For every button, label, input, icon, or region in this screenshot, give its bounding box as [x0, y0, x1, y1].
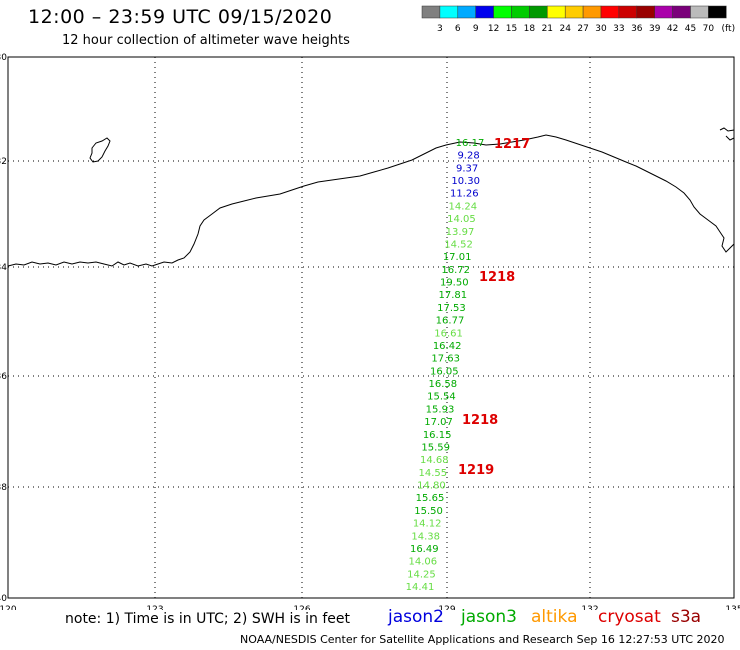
legend-label: 39: [649, 24, 661, 34]
swh-value: 16.61: [434, 328, 463, 339]
longitude-label: 132: [581, 605, 598, 610]
map-subtitle: 12 hour collection of altimeter wave hei…: [62, 33, 350, 48]
swh-value: 16.17: [456, 138, 485, 149]
swh-measurements: 16.179.289.3710.3011.2614.2414.0513.9714…: [406, 138, 485, 593]
satellite-s3a: s3a: [671, 607, 702, 627]
swh-value: 15.54: [427, 392, 456, 403]
swh-value: 16.49: [410, 544, 439, 555]
pass-number-label: 1218: [479, 270, 515, 285]
legend-label: 33: [613, 24, 624, 34]
wave-height-color-legend: 3 6 9 12 15 18 21 24 27 30 33 36 39 42 45 70 (ft): [421, 5, 736, 34]
satellite-altika: altika: [531, 607, 578, 627]
longitude-label: 129: [438, 605, 455, 610]
legend-label: 12: [488, 24, 499, 34]
altimeter-map: 120 123 126 129 132 135 -30 -32 -34 -36 -38 -40 16…: [0, 53, 740, 610]
swh-value: 15.93: [426, 404, 455, 415]
longitude-label: 123: [146, 605, 163, 610]
swh-value: 13.97: [446, 227, 475, 238]
satellite-jason3: jason3: [461, 607, 517, 627]
map-title: 12:00 – 23:59 UTC 09/15/2020: [28, 6, 333, 28]
legend-label: 70: [703, 24, 715, 34]
swh-value: 14.12: [413, 519, 442, 530]
pass-number-label: 1217: [494, 137, 530, 152]
swh-value: 9.28: [457, 151, 479, 162]
swh-value: 19.50: [440, 278, 469, 289]
graticule: [8, 57, 734, 598]
swh-value: 14.06: [409, 557, 438, 568]
swh-value: 15.59: [421, 442, 450, 453]
longitude-label: 126: [293, 605, 310, 610]
swh-value: 15.50: [414, 506, 443, 517]
swh-value: 14.25: [407, 569, 436, 580]
swh-value: 14.68: [420, 455, 449, 466]
swh-value: 16.72: [441, 265, 470, 276]
recherche-island: [89, 137, 111, 163]
longitude-labels: 120 123 126 129 132 135: [0, 605, 740, 610]
swh-value: 14.80: [417, 481, 446, 492]
legend-label: 9: [473, 24, 479, 34]
pass-labels: 1217 1218 1218 1219: [458, 137, 530, 478]
swh-value: 14.52: [444, 239, 473, 250]
swh-value: 16.58: [429, 379, 458, 390]
satellite-cryosat: cryosat: [598, 607, 661, 627]
swh-value: 10.30: [451, 176, 480, 187]
legend-label: 42: [667, 24, 678, 34]
latitude-label: -32: [0, 157, 7, 167]
latitude-label: -40: [0, 594, 7, 604]
legend-label: 24: [559, 24, 571, 34]
legend-label: 15: [506, 24, 517, 34]
swh-value: 16.42: [433, 341, 462, 352]
pass-number-label: 1218: [462, 413, 498, 428]
swh-value: 17.63: [431, 354, 460, 365]
swh-value: 11.26: [450, 189, 479, 200]
latitude-label: -34: [0, 263, 7, 273]
legend-label: 27: [577, 24, 588, 34]
legend-unit: (ft): [722, 24, 736, 34]
swh-value: 17.01: [443, 252, 472, 263]
swh-value: 16.15: [423, 430, 452, 441]
swh-value: 14.38: [411, 531, 440, 542]
latitude-labels: -30 -32 -34 -36 -38 -40: [0, 53, 7, 604]
swh-value: 17.81: [439, 290, 468, 301]
legend-label: 18: [524, 24, 536, 34]
swh-value: 16.77: [436, 316, 465, 327]
kangaroo-island-coast: [719, 127, 735, 141]
latitude-label: -30: [0, 53, 7, 63]
swh-value: 14.55: [419, 468, 448, 479]
swh-value: 9.37: [456, 163, 478, 174]
longitude-label: 120: [0, 605, 17, 610]
legend-label: 21: [542, 24, 553, 34]
map-frame: [7, 56, 735, 599]
credit-line: NOAA/NESDIS Center for Satellite Applica…: [240, 633, 725, 646]
coastline: [7, 134, 735, 267]
swh-value: 14.05: [447, 214, 476, 225]
legend-label: 30: [595, 24, 607, 34]
swh-value: 17.53: [437, 303, 466, 314]
longitude-label: 135: [725, 605, 740, 610]
swh-value: 16.05: [430, 366, 459, 377]
footnote: note: 1) Time is in UTC; 2) SWH is in fe…: [65, 611, 351, 627]
satellite-jason2: jason2: [388, 607, 444, 627]
latitude-label: -38: [0, 483, 7, 493]
swh-value: 15.65: [416, 493, 445, 504]
latitude-label: -36: [0, 372, 7, 382]
pass-number-label: 1219: [458, 463, 494, 478]
legend-label: 3: [437, 24, 443, 34]
swh-value: 17.07: [424, 417, 453, 428]
swh-value: 14.41: [406, 582, 435, 593]
legend-swatch: [708, 5, 727, 19]
legend-label: 6: [455, 24, 461, 34]
swh-value: 14.24: [449, 201, 478, 212]
legend-label: 36: [631, 24, 643, 34]
legend-label: 45: [685, 24, 696, 34]
